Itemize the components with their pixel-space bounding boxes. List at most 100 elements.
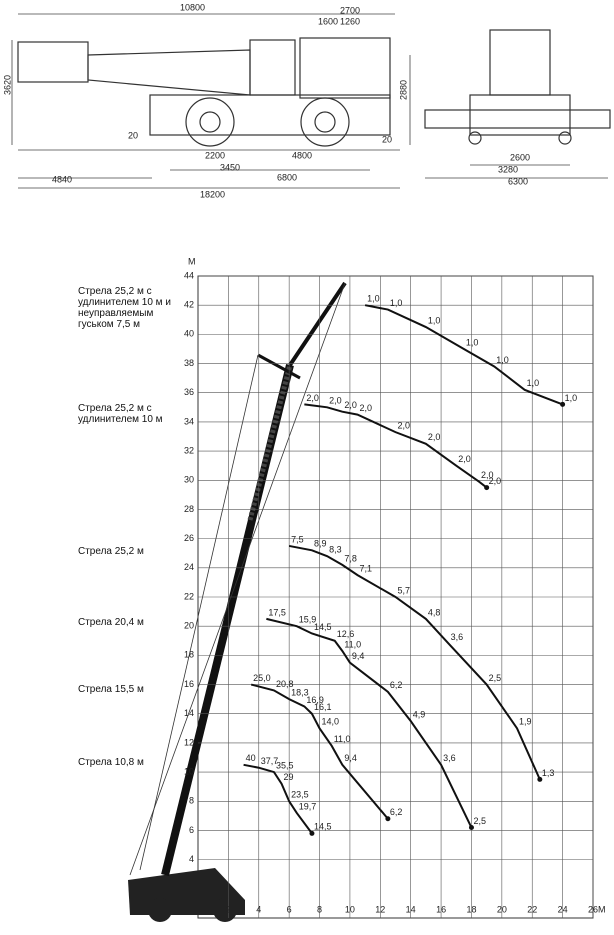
series-name: Стрела 10,8 м [78, 757, 144, 768]
point-label: 7,1 [360, 563, 373, 573]
point-label: 3,6 [443, 753, 456, 763]
point-label: 2,0 [344, 400, 357, 410]
point-label: 1,0 [390, 298, 403, 308]
dimension: 18200 [200, 189, 225, 199]
dimension: 6800 [277, 172, 297, 182]
point-label: 11,0 [334, 734, 351, 744]
point-label: 1,0 [496, 355, 509, 365]
x-tick-label: 10 [345, 904, 355, 914]
dimension: 2700 [340, 5, 360, 15]
point-label: 14,0 [322, 717, 340, 727]
y-tick-label: 8 [189, 796, 194, 806]
point-label: 1,0 [527, 378, 540, 388]
load-curve [288, 544, 541, 780]
dimension: 20 [382, 134, 392, 144]
x-tick-label: 12 [375, 904, 385, 914]
point-label: 37,7 [261, 756, 279, 766]
x-axis-label: М [598, 904, 606, 914]
point-label: 25,0 [253, 673, 271, 683]
point-label: 6,2 [390, 680, 403, 690]
y-axis-label: М [188, 256, 196, 266]
crane-outline [17, 29, 611, 147]
y-tick-label: 18 [184, 650, 194, 660]
y-tick-label: 34 [184, 416, 194, 426]
y-tick-label: 24 [184, 562, 194, 572]
point-label: 1,0 [466, 337, 479, 347]
point-label: 2,0 [489, 476, 502, 486]
crane-drawing: 10800 2700 1600 1260 3620 2880 20 20 220… [2, 2, 611, 199]
point-label: 11,0 [344, 639, 361, 649]
point-label: 2,0 [306, 393, 319, 403]
point-label: 2,0 [398, 420, 411, 430]
dimension: 10800 [180, 2, 205, 12]
end-marker [560, 401, 566, 407]
series-name: Стрела 15,5 м [78, 684, 144, 695]
x-tick-label: 2 [226, 904, 231, 914]
end-marker [468, 825, 474, 831]
point-label: 7,8 [344, 553, 357, 563]
x-tick-label: 26 [588, 904, 598, 914]
point-label: 14,5 [314, 822, 332, 832]
point-label: 23,5 [291, 790, 309, 800]
point-label: 15,9 [299, 615, 317, 625]
y-tick-label: 32 [184, 445, 194, 455]
point-label: 2,0 [481, 470, 494, 480]
series-name: Стрела 20,4 м [78, 617, 144, 628]
point-label: 2,0 [428, 432, 441, 442]
x-tick-label: 6 [287, 904, 292, 914]
point-label: 4,9 [413, 709, 426, 719]
y-tick-label: 44 [184, 270, 194, 280]
end-marker [309, 830, 315, 836]
dimension: 2200 [205, 150, 225, 160]
end-marker [385, 816, 391, 822]
series-name: Стрела 25,2 м с удлинителем 10 м и неупр… [78, 286, 171, 330]
dimension: 2600 [510, 152, 530, 162]
point-label: 2,5 [489, 673, 502, 683]
dimension: 1260 [340, 16, 360, 26]
y-tick-label: 16 [184, 679, 194, 689]
point-label: 8,9 [314, 539, 327, 549]
load-curve [304, 403, 488, 489]
dimension: 6300 [508, 176, 528, 186]
dimension: 4840 [52, 174, 72, 184]
point-label: 1,0 [367, 294, 380, 304]
point-label: 16,1 [314, 702, 332, 712]
x-tick-label: 20 [497, 904, 507, 914]
y-tick-label: 10 [184, 766, 194, 776]
load-curve [266, 617, 473, 828]
dimension: 1600 [318, 16, 338, 26]
point-label: 40 [246, 753, 256, 763]
x-tick-label: 4 [256, 904, 261, 914]
x-tick-label: 18 [466, 904, 476, 914]
dimension: 3450 [220, 162, 240, 172]
point-label: 12,6 [337, 629, 355, 639]
y-tick-label: 28 [184, 504, 194, 514]
point-label: 14,5 [314, 622, 332, 632]
load-curve [243, 763, 313, 834]
point-label: 29 [284, 772, 294, 782]
series-name: Стрела 25,2 м с удлинителем 10 м [78, 403, 163, 425]
y-tick-label: 12 [184, 737, 194, 747]
y-tick-label: 42 [184, 300, 194, 310]
point-label: 1,0 [428, 315, 441, 325]
point-label: 35,5 [276, 760, 294, 770]
crane-figure [128, 281, 347, 922]
point-label: 16,9 [306, 695, 324, 705]
x-tick-label: 22 [527, 904, 537, 914]
point-label: 2,0 [360, 403, 373, 413]
point-label: 2,0 [329, 396, 342, 406]
point-label: 1,0 [565, 393, 578, 403]
x-tick-label: 24 [558, 904, 568, 914]
y-tick-label: 14 [184, 708, 194, 718]
y-tick-label: 6 [189, 825, 194, 835]
y-tick-label: 36 [184, 387, 194, 397]
x-tick-label: 14 [406, 904, 416, 914]
point-label: 9,4 [352, 651, 365, 661]
point-label: 4,8 [428, 607, 441, 617]
y-tick-label: 22 [184, 591, 194, 601]
x-tick-label: 16 [436, 904, 446, 914]
point-label: 1,9 [519, 717, 532, 727]
load-curve [250, 683, 389, 820]
